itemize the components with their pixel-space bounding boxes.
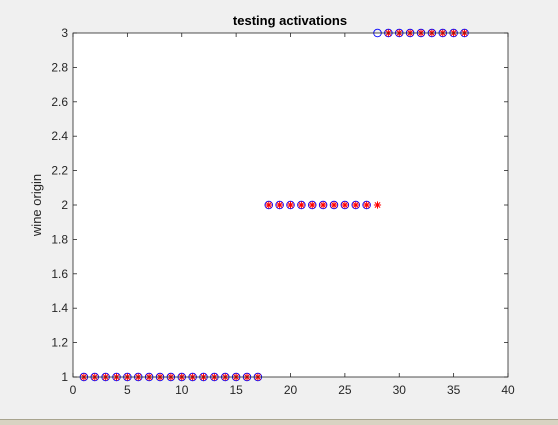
x-tick-label: 0: [70, 383, 77, 397]
asterisk-marker: [265, 201, 273, 209]
circle-marker: [286, 200, 295, 210]
asterisk-marker: [373, 201, 382, 209]
x-tick-label: 5: [124, 383, 131, 397]
circle-marker: [362, 200, 371, 210]
asterisk-marker: [286, 201, 295, 209]
asterisk-marker: [352, 201, 360, 209]
y-tick-label: 1: [61, 370, 68, 384]
circle-marker: [340, 200, 350, 210]
y-tick-label: 2.2: [51, 164, 68, 178]
asterisk-marker: [297, 201, 305, 209]
asterisk-marker: [341, 201, 349, 209]
y-tick-label: 3: [61, 26, 68, 40]
asterisk-marker: [308, 201, 316, 209]
asterisk-marker: [363, 201, 371, 209]
y-tick-label: 2: [61, 198, 68, 212]
y-tick-label: 1.6: [51, 267, 68, 281]
circle-marker: [275, 200, 284, 210]
x-tick-label: 30: [393, 383, 407, 397]
y-tick-label: 2.6: [51, 95, 68, 109]
x-tick-label: 40: [501, 383, 515, 397]
circle-marker: [264, 200, 274, 210]
circle-marker: [297, 200, 306, 210]
x-tick-label: 10: [175, 383, 189, 397]
y-tick-label: 1.4: [51, 301, 68, 315]
circle-marker: [329, 200, 339, 210]
y-tick-label: 1.2: [51, 336, 68, 350]
x-tick-label: 15: [229, 383, 243, 397]
y-axis-label: wine origin: [29, 174, 44, 237]
asterisk-marker: [276, 201, 284, 209]
y-tick-label: 2.8: [51, 60, 68, 74]
y-tick-label: 2.4: [51, 129, 68, 143]
circle-marker: [318, 200, 328, 210]
asterisk-marker: [319, 201, 327, 209]
asterisk-marker: [330, 201, 338, 209]
window-bottom-edge: [0, 419, 558, 425]
x-tick-label: 20: [284, 383, 298, 397]
chart-title: testing activations: [233, 13, 347, 28]
tick-labels: 0 5 10 15 20 25 30 35 40 1 1.2 1.4 1.6 1.8 2 2.2 2.4 2.6 2…: [51, 26, 515, 397]
circle-marker: [351, 200, 361, 210]
x-tick-label: 35: [447, 383, 461, 397]
circle-marker: [308, 200, 317, 210]
axes-box: [72, 32, 509, 378]
x-tick-label: 25: [338, 383, 352, 397]
y-tick-label: 1.8: [51, 232, 68, 246]
